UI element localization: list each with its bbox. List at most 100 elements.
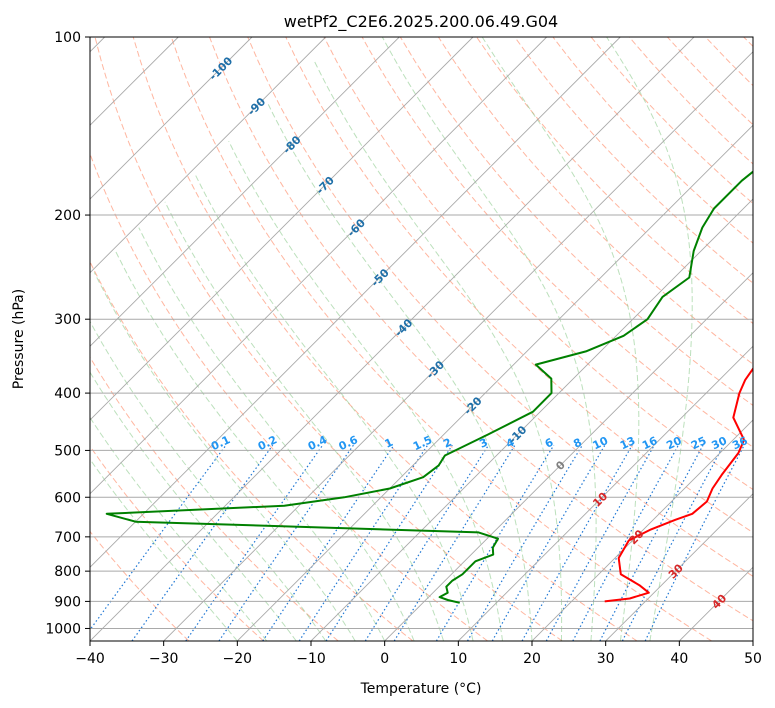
x-tick-label: −40 (75, 651, 105, 667)
moist-adiabat (314, 61, 563, 641)
mixing-ratio-line (364, 444, 490, 641)
isotherm-label: -90 (245, 95, 268, 118)
mixing-ratio-line (621, 444, 725, 641)
mixing-ratio-line (185, 444, 324, 641)
moist-adiabat (164, 201, 445, 641)
isotherm (163, 51, 753, 641)
isotherm-label: -80 (280, 133, 303, 156)
dry-adiabat (170, 37, 712, 641)
y-tick-label: 900 (54, 594, 81, 610)
y-tick-label: 600 (54, 490, 81, 506)
mixing-ratio-label: 2 (441, 436, 453, 451)
mixing-ratio-line (435, 444, 555, 641)
isotherm (90, 37, 253, 200)
isotherm-label: 30 (666, 561, 686, 581)
y-tick-label: 400 (54, 386, 81, 402)
line-labels: 0.1 0.2 0.4 0.6 1 1.5 2 3 4 6 8 10 13 16 20 25 30 36-100-… (207, 54, 750, 612)
isotherm (90, 37, 695, 641)
mixing-ratio-line (545, 444, 655, 641)
mixing-ratio-line (393, 444, 516, 641)
isotherm-label: 0 (553, 458, 568, 473)
isotherm (90, 37, 327, 274)
moist-adiabat (138, 227, 415, 641)
dry-adiabat (590, 37, 753, 205)
isotherm-label: -50 (369, 266, 392, 289)
y-tick-label: 300 (54, 312, 81, 328)
dry-adiabat (437, 37, 753, 365)
x-tick-label: 20 (523, 651, 541, 667)
dry-adiabat (552, 37, 753, 244)
y-tick-label: 800 (54, 564, 81, 580)
x-tick-label: 40 (670, 651, 688, 667)
mixing-ratio-label: 25 (689, 434, 708, 452)
isotherm-label: 10 (590, 490, 610, 510)
x-axis-label: Temperature (°C) (360, 681, 482, 697)
x-tick-label: −20 (223, 651, 253, 667)
isotherm-label: -30 (424, 358, 447, 381)
dry-adiabat (209, 37, 753, 622)
isotherm (457, 345, 753, 641)
mixing-ratio-label: 20 (664, 434, 684, 452)
moist-adiabat (194, 173, 474, 641)
moist-adiabat (228, 140, 503, 641)
moist-adiabat (381, 37, 597, 641)
dry-adiabats (90, 37, 753, 641)
dry-adiabat (90, 260, 414, 641)
moist-adiabat (267, 104, 533, 641)
y-axis-label: Pressure (hPa) (11, 289, 27, 389)
y-tick-label: 700 (54, 530, 81, 546)
dry-adiabat (90, 356, 339, 641)
mixing-ratio-label: 10 (591, 434, 611, 452)
temperature-profile-line (604, 367, 753, 603)
dry-adiabat (90, 152, 488, 641)
isotherm-label: -100 (207, 54, 236, 83)
mixing-ratio-line (262, 444, 395, 641)
isotherm-label: -60 (345, 216, 368, 239)
pressure-gridlines (90, 37, 753, 629)
dry-adiabat (94, 37, 563, 641)
moist-adiabat (90, 371, 297, 641)
moist-adiabat (90, 458, 238, 641)
dry-adiabat (514, 37, 753, 284)
dry-adiabat (743, 37, 753, 48)
isotherm (678, 566, 753, 641)
mixing-ratio-line (644, 444, 745, 641)
isotherm-label: -20 (461, 394, 484, 417)
y-axis-ticks: 100 200 300 400 500 600 700 800 900 1000 (45, 30, 90, 637)
profile-lines (105, 170, 753, 604)
y-tick-label: 1000 (45, 621, 81, 637)
isotherm (531, 419, 753, 641)
mixing-ratio-line (325, 444, 453, 641)
isotherm (90, 37, 400, 347)
isotherm (90, 37, 474, 421)
isotherm (90, 37, 548, 495)
isotherms (90, 37, 753, 641)
x-tick-label: 50 (744, 651, 762, 667)
mixing-ratio-label: 13 (618, 434, 637, 452)
dry-adiabat (247, 37, 753, 577)
mixing-ratio-lines (90, 444, 745, 641)
dry-adiabat (132, 37, 638, 641)
isotherm (310, 198, 753, 641)
moist-adiabat (606, 37, 693, 641)
moist-adiabat (93, 272, 356, 641)
moist-adiabat (90, 416, 268, 641)
isotherm (752, 640, 753, 641)
mixing-ratio-label: 36 (730, 434, 750, 452)
isotherm (236, 124, 753, 641)
mixing-ratio-line (218, 444, 354, 641)
moist-adiabat (90, 320, 327, 641)
y-tick-label: 100 (54, 30, 81, 46)
x-tick-label: 30 (597, 651, 615, 667)
plot-area: 0.1 0.2 0.4 0.6 1 1.5 2 3 4 6 8 10 13 16 20 25 30 36-100-… (90, 37, 753, 641)
dry-adiabat (705, 37, 753, 87)
mixing-ratio-line (572, 444, 679, 641)
dry-adiabat (399, 37, 753, 407)
isotherm-label: 40 (709, 591, 729, 611)
dry-adiabat (90, 530, 190, 641)
mixing-ratio-label: 16 (640, 434, 660, 452)
mixing-ratio-line (599, 444, 704, 641)
moist-adiabat (481, 37, 640, 641)
x-axis-ticks: −40 −30 −20 −10 0 10 20 30 40 50 (75, 641, 762, 667)
